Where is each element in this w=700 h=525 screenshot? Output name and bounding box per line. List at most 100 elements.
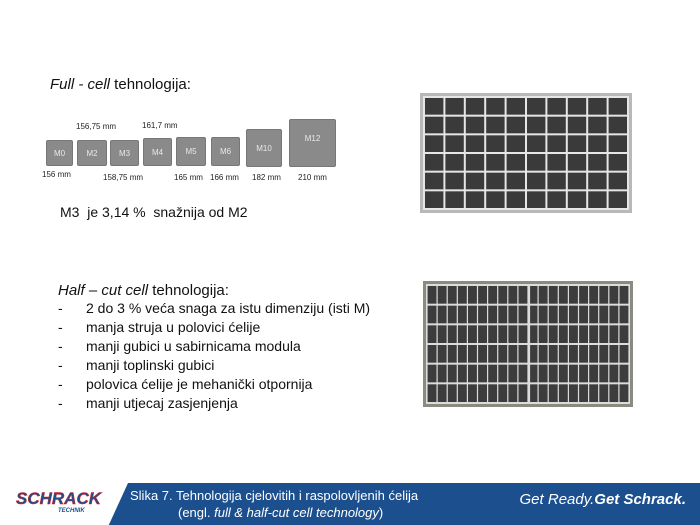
slogan: Get Ready.Get Schrack. (519, 491, 686, 508)
solar-cell (608, 172, 627, 190)
solar-cell (547, 135, 566, 152)
half-solar-cell (478, 364, 487, 383)
half-solar-cell (569, 364, 578, 383)
half-solar-cell (427, 384, 437, 402)
half-solar-cell (609, 384, 619, 402)
dim-m4: 161,7 mm (142, 121, 178, 130)
half-solar-cell (579, 384, 588, 402)
half-solar-cell (538, 364, 548, 383)
half-solar-cell (468, 364, 477, 383)
half-solar-cell (609, 345, 619, 363)
solar-cell (506, 135, 525, 152)
half-solar-cell (589, 345, 599, 363)
half-solar-cell (589, 305, 599, 324)
half-solar-cell (437, 384, 447, 402)
solar-cell (567, 154, 587, 171)
half-solar-cell (589, 384, 599, 402)
half-solar-cell (579, 364, 588, 383)
half-solar-cell (518, 345, 528, 363)
solar-cell (588, 135, 607, 152)
half-solar-cell (538, 325, 548, 343)
half-cut-title: Half – cut cell tehnologija: (58, 282, 229, 299)
half-solar-cell (579, 305, 588, 324)
caption-line-2: (engl. full & half-cut cell technology) (178, 505, 384, 520)
solar-cell (567, 98, 587, 115)
solar-cell (506, 191, 525, 208)
solar-cell (608, 154, 627, 171)
solar-cell (608, 98, 627, 115)
half-solar-cell (619, 364, 629, 383)
solar-cell (527, 98, 546, 115)
half-solar-cell (508, 345, 518, 363)
solar-cell (486, 135, 505, 152)
half-solar-cell (609, 364, 619, 383)
half-solar-cell (589, 364, 599, 383)
solar-cell (445, 98, 464, 115)
solar-cell (588, 172, 607, 190)
half-solar-cell (488, 286, 498, 304)
half-solar-cell (599, 305, 609, 324)
solar-cell (567, 172, 587, 190)
cell-m3: M3 (110, 140, 139, 166)
cell-m6: M6 (211, 137, 240, 166)
half-solar-cell (569, 286, 578, 304)
half-solar-cell (468, 345, 477, 363)
half-solar-cell (530, 364, 538, 383)
half-solar-cell (478, 345, 487, 363)
half-solar-cell (488, 305, 498, 324)
half-solar-cell (447, 364, 457, 383)
half-solar-cell (427, 364, 437, 383)
cell-m2: M2 (77, 140, 107, 166)
bullet-text: manji utjecaj zasjenjenja (86, 395, 238, 411)
solar-cell (465, 98, 485, 115)
solar-cell (608, 116, 627, 134)
half-solar-cell (558, 345, 568, 363)
bullet-item: - polovica ćelije je mehanički otpornija (58, 375, 370, 394)
half-cut-panel-image (423, 281, 633, 407)
schrack-logo: SCHRACK (16, 489, 102, 509)
half-solar-cell (437, 345, 447, 363)
half-solar-cell (488, 384, 498, 402)
solar-cell (547, 172, 566, 190)
half-solar-cell (508, 286, 518, 304)
half-solar-cell (508, 364, 518, 383)
solar-cell (486, 98, 505, 115)
half-solar-cell (457, 305, 467, 324)
half-solar-cell (468, 325, 477, 343)
half-solar-cell (599, 325, 609, 343)
half-solar-cell (558, 325, 568, 343)
half-solar-cell (530, 325, 538, 343)
half-solar-cell (427, 305, 437, 324)
bullet-item: - manji toplinski gubici (58, 356, 370, 375)
solar-cell (465, 154, 485, 171)
half-solar-cell (468, 384, 477, 402)
bullet-marker: - (58, 300, 63, 316)
solar-cell (608, 135, 627, 152)
solar-cell (425, 154, 444, 171)
panel-backsheet (426, 284, 630, 404)
solar-cell (506, 116, 525, 134)
half-solar-cell (437, 286, 447, 304)
half-solar-cell (619, 345, 629, 363)
bullet-text: manja struja u polovici ćelije (86, 319, 261, 335)
half-solar-cell (508, 384, 518, 402)
full-cell-panel-image (420, 93, 632, 213)
half-solar-cell (589, 325, 599, 343)
solar-cell (547, 98, 566, 115)
solar-cell (486, 116, 505, 134)
bullet-marker: - (58, 338, 63, 354)
solar-cell (547, 116, 566, 134)
half-solar-cell (619, 286, 629, 304)
half-solar-cell (518, 286, 528, 304)
solar-cell (425, 172, 444, 190)
half-solar-cell (498, 325, 508, 343)
half-solar-cell (579, 345, 588, 363)
bullet-item: - manji utjecaj zasjenjenja (58, 394, 370, 413)
bullet-text: 2 do 3 % veća snaga za istu dimenziju (i… (86, 300, 371, 316)
half-solar-cell (569, 345, 578, 363)
half-solar-cell (427, 286, 437, 304)
cell-m12: M12 (289, 119, 336, 167)
solar-cell (588, 98, 607, 115)
half-solar-cell (558, 384, 568, 402)
solar-cell (506, 98, 525, 115)
